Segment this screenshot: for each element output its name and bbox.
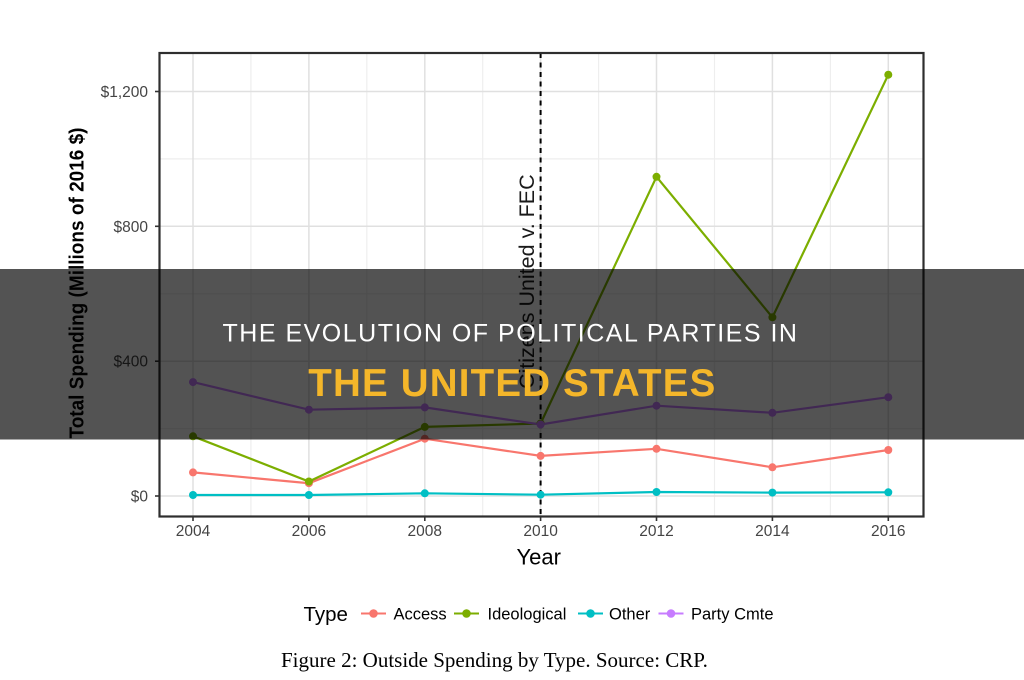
- svg-text:Other: Other: [609, 606, 651, 624]
- svg-text:2008: 2008: [408, 523, 442, 540]
- svg-text:Year: Year: [516, 545, 560, 570]
- svg-text:Party Cmte: Party Cmte: [691, 606, 774, 624]
- svg-text:$800: $800: [114, 219, 149, 236]
- svg-text:2010: 2010: [523, 523, 558, 540]
- svg-text:2016: 2016: [871, 523, 905, 540]
- svg-text:$0: $0: [131, 489, 149, 506]
- svg-text:Figure 2: Outside Spending by: Figure 2: Outside Spending by Type. Sour…: [281, 648, 708, 672]
- svg-text:2004: 2004: [176, 523, 211, 540]
- svg-text:2014: 2014: [755, 523, 790, 540]
- svg-text:THE UNITED STATES: THE UNITED STATES: [308, 362, 716, 405]
- svg-text:Access: Access: [394, 606, 447, 624]
- svg-text:2006: 2006: [292, 523, 326, 540]
- svg-text:2012: 2012: [639, 523, 673, 540]
- svg-text:Ideological: Ideological: [488, 606, 567, 624]
- svg-text:Type: Type: [304, 603, 348, 626]
- svg-text:THE EVOLUTION OF POLITICAL PAR: THE EVOLUTION OF POLITICAL PARTIES IN: [223, 319, 799, 347]
- svg-text:$1,200: $1,200: [101, 84, 149, 101]
